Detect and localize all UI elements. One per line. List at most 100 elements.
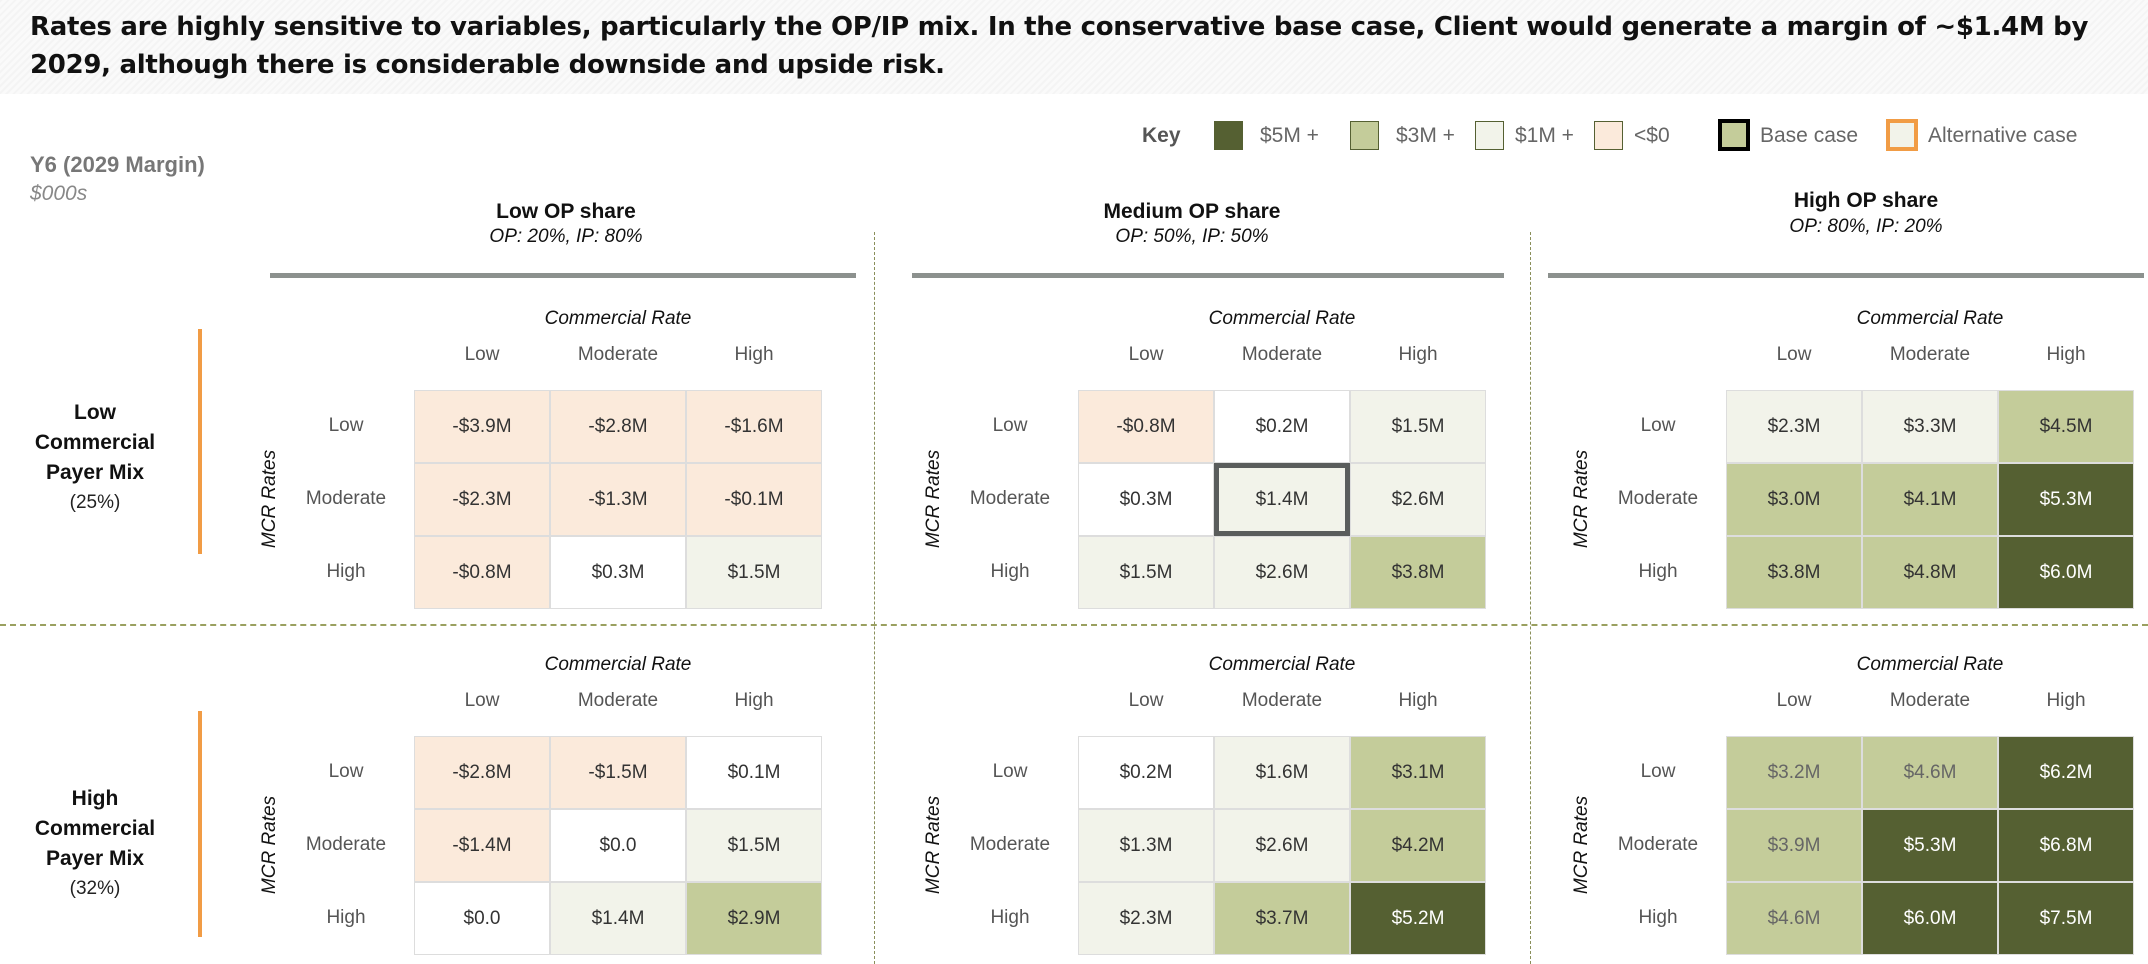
margin-cell: $1.5M — [1078, 536, 1214, 609]
margin-cell: $4.2M — [1350, 809, 1486, 882]
row-label-line: Commercial — [34, 431, 156, 454]
margin-cell: $0.0 — [414, 882, 550, 955]
column-divider — [874, 232, 875, 964]
row-label-line: Commercial — [34, 817, 156, 840]
column-sub-medium-op: OP: 50%, IP: 50% — [1115, 226, 1269, 247]
margin-cell: $3.0M — [1726, 463, 1862, 536]
margin-cell: -$0.1M — [686, 463, 822, 536]
margin-cell: -$1.3M — [550, 463, 686, 536]
margin-cell: $4.6M — [1862, 736, 1998, 809]
column-level-label: Low — [1128, 344, 1164, 365]
mcr-rates-label: MCR Rates — [923, 449, 944, 549]
margin-cell: $3.2M — [1726, 736, 1862, 809]
column-level-label: Low — [1776, 690, 1812, 711]
row-label-line: Payer Mix — [45, 847, 145, 870]
commercial-rate-label: Commercial Rate — [544, 654, 692, 675]
row-level-label: Low — [992, 415, 1028, 436]
row-level-label: Moderate — [305, 834, 387, 855]
margin-cell: $4.6M — [1726, 882, 1862, 955]
margin-cell: $4.1M — [1862, 463, 1998, 536]
metric-unit: $000s — [30, 182, 88, 205]
margin-cell: $2.6M — [1214, 536, 1350, 609]
row-level-label: Moderate — [1617, 834, 1699, 855]
row-label-high-payer-mix: High Commercial Payer Mix (32%) — [20, 784, 170, 904]
commercial-rate-label: Commercial Rate — [1208, 308, 1356, 329]
key-label-3m: $3M + — [1396, 124, 1455, 147]
column-level-label: High — [734, 690, 774, 711]
row-level-label: Low — [328, 415, 364, 436]
column-title-low-op: Low OP share — [496, 200, 636, 223]
row-accent-bar — [198, 329, 202, 554]
margin-cell: -$0.8M — [1078, 390, 1214, 463]
margin-cell: $0.2M — [1078, 736, 1214, 809]
row-level-label: Moderate — [969, 834, 1051, 855]
metric-label: Y6 (2029 Margin) — [30, 152, 205, 177]
row-level-label: Low — [328, 761, 364, 782]
margin-cell: $4.8M — [1862, 536, 1998, 609]
key-swatch-neg — [1594, 121, 1623, 150]
margin-cell: $5.3M — [1998, 463, 2134, 536]
margin-cell: -$1.6M — [686, 390, 822, 463]
column-rule — [1548, 273, 2144, 278]
margin-cell: $5.2M — [1350, 882, 1486, 955]
column-level-label: High — [734, 344, 774, 365]
key-swatch-base-case — [1718, 119, 1750, 151]
margin-cell: $2.3M — [1078, 882, 1214, 955]
key-label-alternative-case: Alternative case — [1928, 124, 2078, 147]
margin-cell: $5.3M — [1862, 809, 1998, 882]
margin-cell: $3.1M — [1350, 736, 1486, 809]
mcr-rates-label: MCR Rates — [259, 795, 280, 895]
margin-cell: $6.0M — [1998, 536, 2134, 609]
mcr-rates-label: MCR Rates — [259, 449, 280, 549]
row-level-label: High — [326, 561, 366, 582]
key-label-neg: <$0 — [1634, 124, 1670, 147]
margin-cell: $1.5M — [1350, 390, 1486, 463]
margin-cell: $7.5M — [1998, 882, 2134, 955]
margin-cell: -$2.8M — [550, 390, 686, 463]
base-case-cell: $1.4M — [1214, 463, 1350, 536]
margin-cell: $6.2M — [1998, 736, 2134, 809]
mcr-rates-label: MCR Rates — [1571, 795, 1592, 895]
row-label-pct: (25%) — [69, 492, 121, 513]
column-level-label: Moderate — [1889, 690, 1971, 711]
column-level-label: Moderate — [577, 344, 659, 365]
row-level-label: High — [326, 907, 366, 928]
row-label-line: High — [71, 787, 119, 810]
row-level-label: High — [990, 907, 1030, 928]
row-divider — [0, 624, 2148, 626]
commercial-rate-label: Commercial Rate — [1856, 308, 2004, 329]
key-swatch-3m — [1350, 121, 1379, 150]
margin-cell: $6.0M — [1862, 882, 1998, 955]
row-level-label: High — [1638, 907, 1678, 928]
column-level-label: High — [2046, 344, 2086, 365]
key-label: Key — [1142, 124, 1181, 147]
mcr-rates-label: MCR Rates — [1571, 449, 1592, 549]
margin-cell: $3.7M — [1214, 882, 1350, 955]
row-label-line: Low — [74, 401, 116, 424]
key-swatch-alternative-case — [1886, 119, 1918, 151]
slide-title: Rates are highly sensitive to variables,… — [30, 12, 2089, 80]
key-label-base-case: Base case — [1760, 124, 1859, 147]
margin-cell: $0.3M — [1078, 463, 1214, 536]
commercial-rate-label: Commercial Rate — [544, 308, 692, 329]
margin-cell: -$0.8M — [414, 536, 550, 609]
key-swatch-1m — [1475, 121, 1504, 150]
column-level-label: Low — [464, 690, 500, 711]
margin-cell: $6.8M — [1998, 809, 2134, 882]
margin-cell: $3.8M — [1350, 536, 1486, 609]
row-label-line: Payer Mix — [45, 461, 145, 484]
column-level-label: Moderate — [1241, 690, 1323, 711]
column-level-label: High — [2046, 690, 2086, 711]
row-level-label: Moderate — [305, 488, 387, 509]
margin-cell: -$2.8M — [414, 736, 550, 809]
column-divider — [1530, 232, 1531, 964]
column-level-label: Low — [464, 344, 500, 365]
row-accent-bar — [198, 711, 202, 937]
commercial-rate-label: Commercial Rate — [1208, 654, 1356, 675]
margin-cell: $2.6M — [1350, 463, 1486, 536]
margin-cell: -$2.3M — [414, 463, 550, 536]
column-level-label: High — [1398, 690, 1438, 711]
row-level-label: High — [990, 561, 1030, 582]
title-band — [0, 0, 2148, 94]
column-level-label: Low — [1776, 344, 1812, 365]
